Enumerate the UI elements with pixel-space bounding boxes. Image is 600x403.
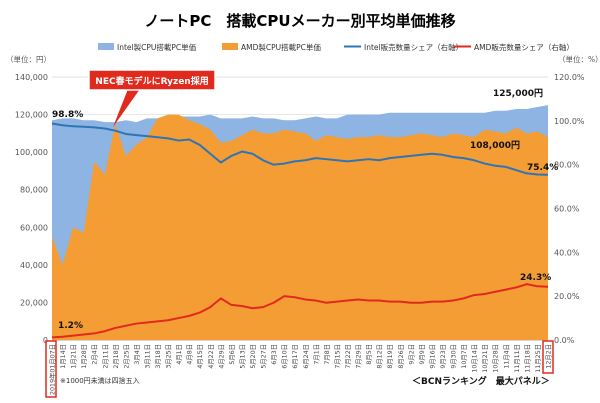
x-tick-label: 4月15日 (196, 344, 204, 369)
x-tick-label: 6月17日 (291, 344, 299, 369)
line-series (51, 122, 549, 339)
x-tick-label: 4月22日 (207, 344, 215, 369)
x-tick-label: 3月25日 (165, 344, 173, 369)
right-unit-label: （単位：%） (558, 54, 600, 64)
left-tick-label: 100,000 (15, 148, 48, 157)
legend-label-intel-share: Intel販売数量シェア（右軸） (364, 42, 463, 52)
x-tick-label: 9月23日 (439, 344, 447, 369)
x-tick-label: 8月19日 (386, 344, 394, 369)
right-tick-label: 60.0% (554, 205, 580, 214)
last-date-highlight (542, 340, 554, 374)
source-label: ＜BCNランキング 最大パネル＞ (412, 375, 550, 387)
x-tick-label: 2月4日 (91, 344, 99, 365)
intel-end-price-label: 125,000円 (493, 88, 543, 99)
legend: Intel製CPU搭載PC単価 AMD製CPU搭載PC単価 Intel販売数量シ… (98, 42, 574, 52)
x-tick-label: 4月29日 (217, 344, 225, 369)
legend-label-amd-share: AMD販売数量シェア（右軸） (474, 42, 574, 52)
intel-share-line (51, 122, 549, 176)
left-tick-label: 60,000 (20, 223, 48, 232)
x-tick-label: 2月25日 (122, 344, 130, 369)
x-tick-label: 6月3日 (270, 344, 278, 365)
callout-pointer (113, 89, 140, 127)
x-tick-label: 6月24日 (302, 344, 310, 369)
left-tick-label: 120,000 (15, 111, 48, 120)
left-tick-label: 140,000 (15, 73, 48, 82)
amd-start-share-label: 1.2% (58, 321, 83, 331)
left-unit-label: （単位：円） (6, 54, 51, 64)
right-tick-label: 80.0% (554, 161, 580, 170)
x-tick-label: 11月18日 (523, 344, 531, 373)
right-tick-label: 0.0% (554, 336, 575, 345)
x-tick-label: 5月13日 (238, 344, 246, 369)
x-tick-label: 7月22日 (344, 344, 352, 369)
amd-end-price-label: 108,000円 (470, 140, 520, 151)
x-tick-label: 2月11日 (101, 344, 109, 369)
x-tick-label: 10月7日 (460, 344, 468, 369)
intel-start-share-label: 98.8% (52, 110, 83, 120)
x-tick-label: 9月9日 (418, 344, 426, 365)
amd-price-area (52, 114, 548, 340)
footnote: ※1000円未満は四捨五入 (60, 376, 140, 385)
x-tick-label: 1月28日 (80, 344, 88, 369)
x-tick-label: 8月5日 (365, 344, 373, 365)
x-tick-label: 3月18日 (154, 344, 162, 369)
right-tick-label: 40.0% (554, 248, 580, 257)
legend-label-amd-price: AMD製CPU搭載PC単価 (241, 42, 321, 52)
first-date-highlight (45, 340, 57, 398)
amd-share-line (51, 283, 549, 339)
x-tick-label: 5月27日 (260, 344, 268, 369)
left-axis-ticks: 020,00040,00060,00080,000100,000120,0001… (15, 73, 48, 345)
x-tick-label: 3月4日 (133, 344, 141, 365)
ryzen-callout: NEC春モデルにRyzen採用 (88, 69, 216, 127)
area-series (52, 105, 548, 341)
left-tick-label: 80,000 (20, 186, 48, 195)
x-tick-label: 10月28日 (492, 344, 500, 373)
legend-swatch-amd-price (222, 43, 238, 50)
amd-end-share-label: 24.3% (520, 273, 551, 283)
x-tick-label: 1月21日 (70, 344, 78, 369)
right-tick-label: 20.0% (554, 292, 580, 301)
x-axis-ticks: 2019年01月07日 1月14日 1月21日 1月28日 2月4日 2月11日 2月18日… (48, 344, 553, 395)
x-tick-label: 2月18日 (112, 344, 120, 369)
callout-text: NEC春モデルにRyzen採用 (95, 75, 208, 87)
intel-end-share-label: 75.4% (527, 163, 558, 173)
chart-title: ノートPC 搭載CPUメーカー別平均単価推移 (144, 12, 455, 30)
x-tick-label: 7月15日 (333, 344, 341, 369)
x-tick-label: 9月30日 (450, 344, 458, 369)
x-tick-label: 1月14日 (59, 344, 67, 369)
x-tick-label: 11月25日 (534, 344, 542, 373)
x-tick-label: 11月11日 (513, 344, 521, 373)
x-tick-label: 2019年01月07日 (48, 344, 57, 395)
x-tick-label: 5月6日 (228, 344, 236, 365)
x-tick-label: 7月29日 (355, 344, 363, 369)
x-tick-label: 4月8日 (186, 344, 194, 365)
x-tick-label: 10月14日 (471, 344, 479, 373)
x-tick-label: 6月10日 (281, 344, 289, 369)
legend-label-intel-price: Intel製CPU搭載PC単価 (117, 42, 197, 52)
x-tick-label: 5月20日 (249, 344, 257, 369)
right-tick-label: 100.0% (554, 117, 585, 126)
x-tick-label: 11月4日 (502, 344, 510, 369)
x-tick-label: 8月26日 (397, 344, 405, 369)
callout-box (88, 69, 216, 91)
left-tick-label: 20,000 (20, 298, 48, 307)
x-tick-label: 12月2日 (545, 344, 553, 369)
x-tick-label: 7月8日 (323, 344, 331, 365)
x-tick-label: 9月2日 (407, 344, 415, 365)
legend-swatch-intel-price (98, 43, 114, 50)
right-axis-ticks: 0.0% 20.0% 40.0% 60.0% 80.0% 100.0% 120.0% (554, 73, 585, 345)
x-tick-label: 9月16日 (428, 344, 436, 369)
x-tick-label: 7月1日 (312, 344, 320, 365)
x-tick-label: 10月21日 (481, 344, 489, 373)
x-tick-label: 4月1日 (175, 344, 183, 365)
x-tick-label: 3月11日 (143, 344, 151, 369)
left-tick-label: 40,000 (20, 261, 48, 270)
right-tick-label: 120.0% (554, 73, 585, 82)
x-tick-label: 8月12日 (376, 344, 384, 369)
